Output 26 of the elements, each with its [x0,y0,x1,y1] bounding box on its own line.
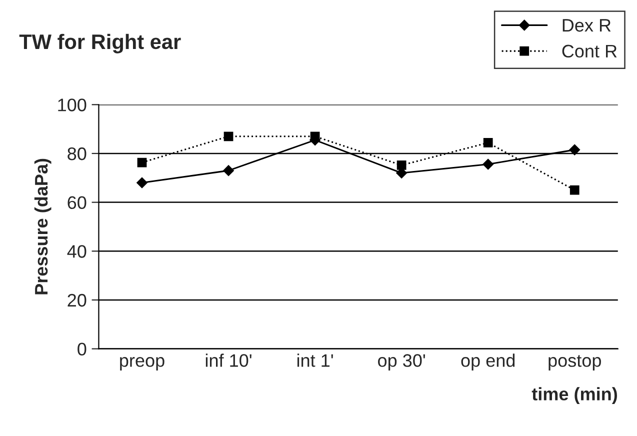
y-tick-label: 100 [58,98,86,112]
x-tick-label: postop [548,355,601,370]
point [224,132,234,142]
x-axis-title: time (min) [532,387,617,404]
x-tick-label: op end [461,354,515,370]
point [483,138,493,148]
chart-title: TW for Right ear [19,34,181,54]
legend-label: Dex R [562,19,611,32]
point [570,185,580,195]
y-tick-label: 40 [67,245,86,258]
point [569,144,580,156]
y-tick-label: 0 [78,342,86,356]
y-tick-label: 20 [68,294,86,307]
x-tick-label: op 30' [378,354,425,370]
legend-label: Cont R [562,44,617,58]
y-tick-label: 60 [68,196,86,210]
y-tick-label: 80 [68,147,86,160]
point [137,158,147,168]
point [136,177,148,188]
point [482,158,494,170]
x-tick-label: inf 10' [206,354,252,367]
point [396,160,406,170]
point [223,165,234,176]
x-tick-label: int 1' [297,354,333,367]
y-axis-title: Pressure (daPa) [34,158,52,294]
x-tick-label: preop [120,357,164,370]
